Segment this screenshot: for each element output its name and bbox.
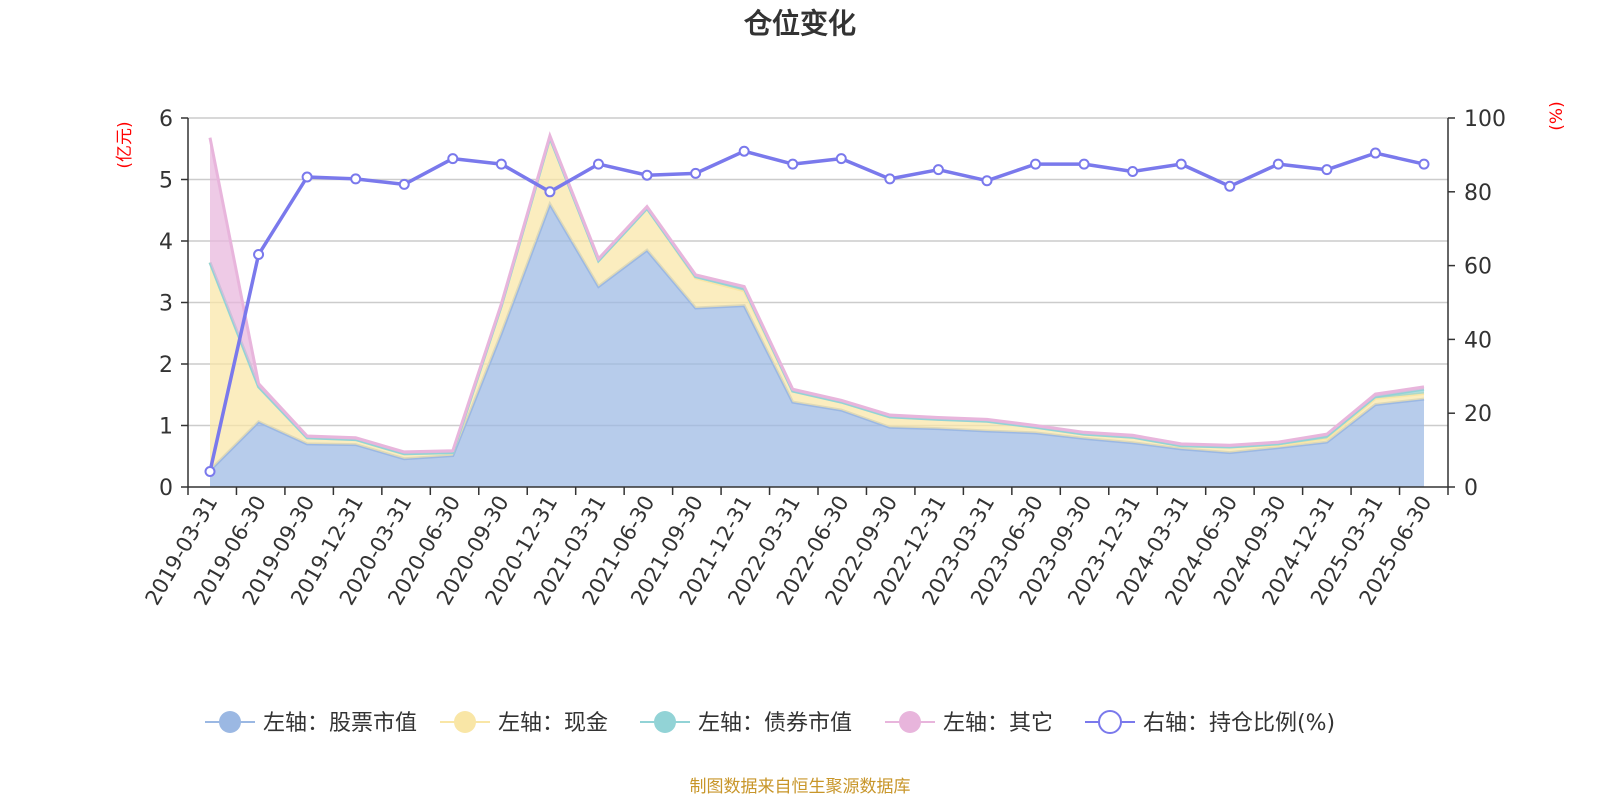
left-axis-tick-label: 5 [159,169,173,194]
line-series-point[interactable] [932,164,944,176]
legend-marker [454,711,476,733]
left-axis-tick-label: 2 [159,353,173,378]
line-series-point[interactable] [1272,158,1284,170]
line-series-point[interactable] [544,186,556,198]
line-series-point[interactable] [1418,158,1430,170]
line-series-point[interactable] [738,145,750,157]
legend-marker [219,711,241,733]
line-series-point[interactable] [835,153,847,165]
legend-label[interactable]: 左轴：债券市值 [698,711,852,736]
left-axis-tick-label: 4 [159,230,173,255]
line-series-point[interactable] [398,178,410,190]
line-series-point[interactable] [1369,147,1381,159]
source-note: 制图数据来自恒生聚源数据库 [690,777,911,797]
legend-label[interactable]: 左轴：现金 [498,711,608,736]
line-series-point[interactable] [690,167,702,179]
line-series-point[interactable] [1321,164,1333,176]
line-series-point[interactable] [981,175,993,187]
area-series-fill [210,137,1424,471]
axes: 01234560204060801002019-03-312019-06-302… [141,107,1506,609]
legend-marker [654,711,676,733]
right-axis-tick-label: 60 [1464,255,1492,280]
line-series-group [204,145,1430,478]
area-series-group [208,131,1425,487]
line-series-point[interactable] [641,169,653,181]
legend: 左轴：股票市值 左轴：现金 左轴：债券市值 左轴：其它 右轴：持仓比例(%) [205,710,1335,736]
left-axis-tick-label: 3 [159,292,173,317]
right-axis-tick-label: 40 [1464,328,1492,353]
left-axis-tick-label: 0 [159,476,173,501]
line-series-point[interactable] [204,466,216,478]
legend-label[interactable]: 左轴：股票市值 [263,711,417,736]
legend-marker [1098,710,1122,734]
left-axis-tick-label: 1 [159,415,173,440]
right-axis-tick-label: 0 [1464,476,1478,501]
legend-marker [899,711,921,733]
line-series-point[interactable] [1224,180,1236,192]
left-axis-tick-label: 6 [159,107,173,132]
left-axis-unit: (亿元) [115,121,135,168]
right-axis-tick-label: 20 [1464,402,1492,427]
line-series-point[interactable] [301,171,313,183]
line-series-point[interactable] [1175,158,1187,170]
line-series-point[interactable] [253,249,265,261]
line-series-point[interactable] [447,153,459,165]
line-series-path [208,149,1425,472]
line-series-point[interactable] [495,158,507,170]
line-series-point[interactable] [884,173,896,185]
right-axis-tick-label: 100 [1464,107,1506,132]
area-series-edge [208,131,1425,454]
line-series-point[interactable] [1030,158,1042,170]
legend-label[interactable]: 右轴：持仓比例(%) [1143,711,1335,736]
line-series-point[interactable] [1127,166,1139,178]
chart-title: 仓位变化 [744,7,856,40]
line-series-point[interactable] [592,158,604,170]
grid-lines [188,117,1448,427]
line-series-point[interactable] [787,158,799,170]
line-series-point[interactable] [350,173,362,185]
right-axis-unit: (%) [1547,101,1567,130]
right-axis-tick-label: 80 [1464,181,1492,206]
legend-label[interactable]: 左轴：其它 [943,711,1053,736]
line-series-point[interactable] [1078,158,1090,170]
area-series-fill [210,204,1424,487]
